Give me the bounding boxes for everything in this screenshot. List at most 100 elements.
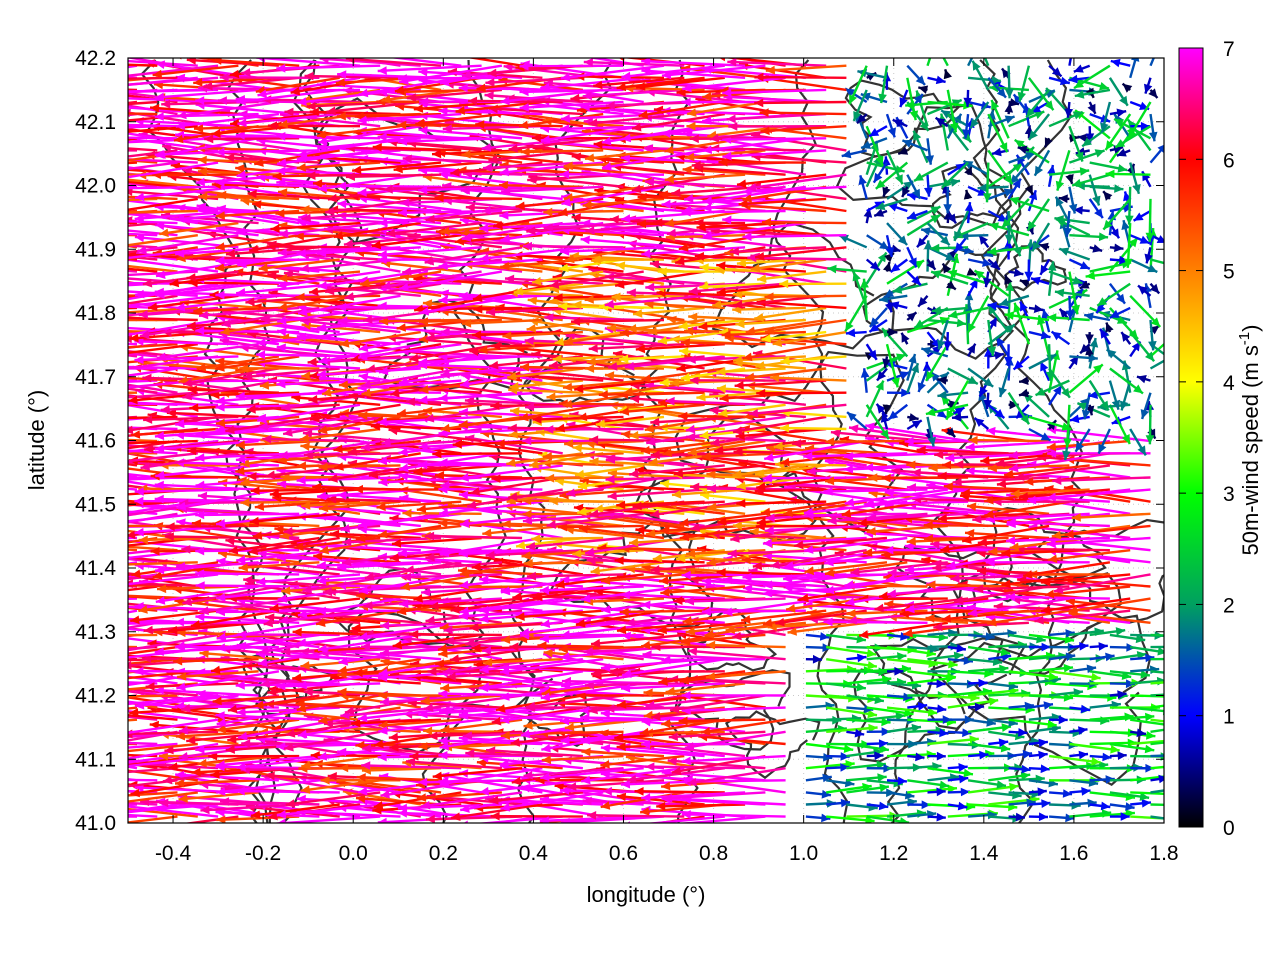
wind-vector-head <box>580 706 590 715</box>
wind-vector-head <box>438 393 448 403</box>
wind-vector-shaft <box>128 573 198 588</box>
wind-vector-shaft <box>128 342 138 346</box>
wind-vector-head <box>118 308 127 317</box>
wind-vector-shaft <box>620 547 705 552</box>
wind-vector-shaft <box>684 730 786 749</box>
wind-vector-head <box>150 471 160 481</box>
wind-vector-head <box>176 562 186 571</box>
wind-vector-shaft <box>580 585 685 601</box>
wind-vector-head <box>641 793 651 802</box>
wind-vector-head <box>389 553 400 562</box>
wind-vector-head <box>511 776 522 786</box>
wind-vector-shaft <box>937 512 1029 521</box>
wind-vector-head <box>512 592 522 601</box>
wind-vector-head <box>629 431 639 440</box>
wind-vector-shaft <box>867 512 969 520</box>
wind-vector-shaft <box>961 524 1050 543</box>
wind-vector-head <box>225 536 235 546</box>
wind-vector-shaft <box>930 542 1029 552</box>
wind-vector-shaft <box>1130 775 1164 782</box>
wind-vector-head <box>114 399 123 408</box>
wind-vector-head <box>265 771 275 781</box>
wind-vector-head <box>450 605 460 614</box>
wind-vector-shaft <box>373 791 462 809</box>
wind-vector-head <box>53 733 62 742</box>
wind-vector-head <box>539 585 549 595</box>
wind-vector-head <box>496 704 506 713</box>
wind-vector-head <box>479 605 490 615</box>
wind-vector-head <box>645 282 655 292</box>
wind-vector-head <box>460 569 470 578</box>
wind-vector-head <box>968 608 978 617</box>
wind-vector-head <box>377 817 387 823</box>
wind-vector-shaft <box>128 557 158 564</box>
wind-vector-head <box>822 773 832 783</box>
wind-vector-head <box>292 673 302 683</box>
wind-vector-head <box>730 534 740 543</box>
wind-vector-shaft <box>128 681 138 685</box>
wind-vector-head <box>440 724 451 734</box>
wind-vector-shaft <box>128 462 138 467</box>
wind-vector-shaft <box>564 527 644 540</box>
wind-vector-shaft <box>768 536 847 543</box>
wind-vector-shaft <box>195 572 300 576</box>
wind-vector-head <box>906 537 916 546</box>
wind-vector-head <box>843 744 854 753</box>
wind-vector-head <box>1063 663 1073 673</box>
wind-vector-head <box>265 613 275 622</box>
wind-vector-head <box>679 676 690 685</box>
wind-vector-shaft <box>964 531 1050 540</box>
terrain-contour <box>1031 518 1164 624</box>
wind-vector-shaft <box>391 536 482 546</box>
wind-vector-shaft <box>299 650 401 661</box>
wind-vector-head <box>1054 585 1064 595</box>
wind-vector-head <box>1044 589 1055 599</box>
wind-vector-head <box>313 552 323 561</box>
wind-vector-shaft <box>479 779 584 794</box>
wind-vector-head <box>295 292 305 302</box>
wind-vector-head <box>567 782 577 791</box>
wind-vector-head <box>915 752 925 762</box>
wind-vector-head <box>641 740 651 749</box>
wind-vector-head <box>340 524 351 533</box>
wind-vector-head <box>215 711 225 720</box>
wind-vector-shaft <box>195 549 300 553</box>
wind-vector-shaft <box>662 791 766 800</box>
wind-vector-head <box>868 473 878 482</box>
wind-vector-head <box>665 820 671 823</box>
wind-vector-head <box>555 579 565 589</box>
wind-vector-head <box>643 710 654 720</box>
wind-vector-head <box>998 738 1009 748</box>
wind-vector-head <box>900 632 910 641</box>
wind-vector-head <box>948 659 958 669</box>
wind-vector-head <box>94 286 103 295</box>
wind-vector-shaft <box>458 549 563 555</box>
wind-vector-shaft <box>887 571 989 576</box>
wind-vector-head <box>176 682 186 692</box>
wind-vector-head <box>215 808 225 817</box>
wind-vector-head <box>1136 728 1146 738</box>
wind-vector-head <box>876 760 886 770</box>
wind-vector-head <box>354 484 363 494</box>
wind-vector-head <box>938 632 948 642</box>
wind-vector-shaft <box>178 507 279 515</box>
wind-vector-head <box>439 778 450 788</box>
wind-vector-head <box>681 570 691 580</box>
wind-vector-shaft <box>128 709 198 721</box>
wind-vector-head <box>378 668 389 677</box>
wind-vector-head <box>260 679 270 688</box>
wind-vector-shaft <box>397 811 502 818</box>
wind-vector-head <box>267 687 277 697</box>
wind-vector-head <box>943 482 953 491</box>
wind-vector-head <box>903 692 913 702</box>
wind-vector-head <box>53 807 62 816</box>
wind-vector-head <box>1080 704 1090 714</box>
wind-vector-head <box>113 464 123 473</box>
wind-vector-shaft <box>968 438 1050 443</box>
wind-vector-head <box>585 364 595 373</box>
wind-vector-head <box>554 477 565 486</box>
wind-vector-shaft <box>1068 597 1151 613</box>
wind-vector-shaft <box>260 774 361 794</box>
wind-vector-shaft <box>439 767 543 786</box>
wind-vector-head <box>363 601 373 610</box>
